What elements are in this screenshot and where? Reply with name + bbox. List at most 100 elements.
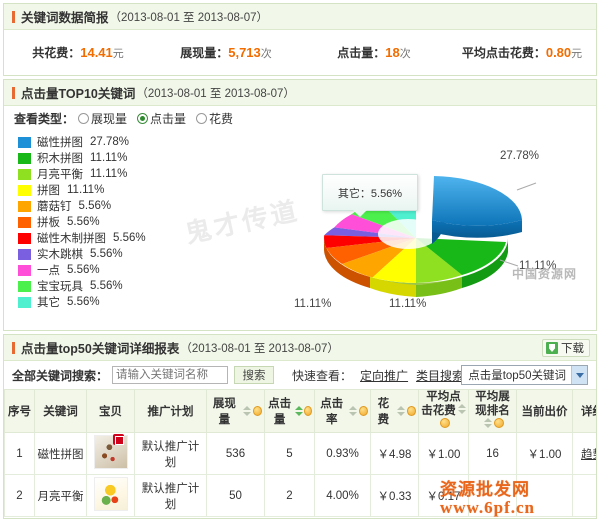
- slice-pintu[interactable]: [372, 238, 417, 283]
- cell-product[interactable]: [86, 474, 135, 517]
- legend-label: 其它: [37, 297, 60, 309]
- legend-item[interactable]: 实木跳棋 5.56%: [18, 246, 178, 262]
- legend-item[interactable]: 积木拼图 11.11%: [18, 150, 178, 166]
- radio-cost-label: 花费: [209, 111, 234, 126]
- col-label: 展现量: [212, 398, 236, 426]
- col-label: 点击率: [320, 398, 344, 426]
- legend-value: 11.11%: [90, 168, 128, 180]
- cell-clicks: 2: [264, 474, 315, 517]
- legend-item[interactable]: 蘑菇钉 5.56%: [18, 198, 178, 214]
- col-header-impressions[interactable]: 展现量: [206, 389, 265, 433]
- col-header-no: 序号: [4, 389, 35, 433]
- radio-impressions-label: 展现量: [91, 111, 128, 126]
- radio-cost-icon[interactable]: [196, 112, 208, 124]
- slice-cixing-pintu-exploded[interactable]: [432, 176, 522, 244]
- legend-item[interactable]: 宝宝玩具 5.56%: [18, 278, 178, 294]
- table-scroll-container[interactable]: 序号 关键词 宝贝 推广计划 展现量: [4, 389, 596, 518]
- legend-swatch-icon: [18, 200, 31, 212]
- col-header-ctr[interactable]: 点击率: [314, 389, 371, 433]
- keyword-search-label: 全部关键词搜索：: [12, 368, 109, 383]
- help-icon[interactable]: [304, 406, 312, 416]
- col-label: 平均点击花费: [421, 391, 461, 417]
- col-label: 平均展现排名: [475, 391, 510, 417]
- pie-chart[interactable]: 27.78% 11.11% 11.11% 11.11% 其它：5.56%: [294, 138, 556, 318]
- cell-cost: ￥0.33: [370, 474, 419, 517]
- legend-item[interactable]: 拼板 5.56%: [18, 214, 178, 230]
- download-button[interactable]: 下载: [542, 339, 590, 357]
- cell-no: 1: [4, 432, 35, 475]
- legend-item[interactable]: 磁性拼图 27.78%: [18, 134, 178, 150]
- sort-icon[interactable]: [457, 404, 466, 414]
- legend-item[interactable]: 月亮平衡 11.11%: [18, 166, 178, 182]
- legend-item[interactable]: 磁性木制拼图 5.56%: [18, 230, 178, 246]
- pie-label-0: 27.78%: [500, 150, 540, 162]
- col-header-avg-cpc[interactable]: 平均点击花费: [418, 389, 469, 433]
- legend-item[interactable]: 拼图 11.11%: [18, 182, 178, 198]
- col-header-avg-rank[interactable]: 平均展现排名: [468, 389, 517, 433]
- stat-total-cost: 共花费：14.41元: [4, 44, 152, 61]
- legend-item[interactable]: 一点 5.56%: [18, 262, 178, 278]
- help-icon[interactable]: [406, 406, 416, 416]
- help-icon[interactable]: [252, 406, 262, 416]
- cell-product[interactable]: [86, 432, 135, 475]
- radio-option-clicks[interactable]: 点击量: [137, 110, 186, 127]
- quick-link-category-search[interactable]: 类目搜索: [416, 368, 465, 383]
- cell-ctr: 0.93%: [314, 432, 371, 475]
- table-row[interactable]: 1 磁性拼图 默认推广计划 536 5 0.93% ￥4.98 ￥1.00 16: [4, 432, 596, 475]
- accent-bar-icon: [12, 86, 15, 99]
- col-header-detail: 详细: [572, 389, 596, 433]
- slice-yueliang[interactable]: [416, 238, 462, 283]
- radio-impressions-icon[interactable]: [78, 112, 90, 124]
- legend-label: 积木拼图: [37, 153, 83, 165]
- legend-label: 实木跳棋: [37, 249, 83, 261]
- help-icon[interactable]: [439, 418, 450, 428]
- keyword-search-input[interactable]: [112, 366, 229, 384]
- cell-avg-cpc: ￥1.00: [418, 432, 469, 475]
- stat-clicks: 点击量：18次: [300, 44, 448, 61]
- summary-stats-row: 共花费：14.41元 展现量：5,713次 点击量：18次 平均点击花费：0.8…: [4, 30, 596, 75]
- col-header-cost[interactable]: 花费: [370, 389, 419, 433]
- col-label: 推广计划: [147, 406, 194, 418]
- pie-tooltip: 其它：5.56%: [322, 174, 418, 217]
- quick-link-targeted-promotion[interactable]: 定向推广: [360, 368, 409, 383]
- help-icon[interactable]: [493, 418, 504, 428]
- report-type-select[interactable]: 点击量top50关键词: [461, 365, 588, 385]
- cell-detail[interactable]: [572, 474, 596, 517]
- sort-icon[interactable]: [483, 418, 492, 428]
- sort-icon[interactable]: [242, 406, 251, 416]
- chevron-down-icon[interactable]: [571, 366, 587, 384]
- pie-leader-line: [499, 259, 519, 267]
- col-label: 宝贝: [99, 406, 122, 418]
- col-header-clicks[interactable]: 点击量: [264, 389, 315, 433]
- help-icon[interactable]: [359, 406, 368, 416]
- pie-leader-line: [516, 182, 537, 191]
- stat-impressions-unit: 次: [260, 48, 272, 60]
- pie-chart-area: 磁性拼图 27.78% 积木拼图 11.11% 月亮平衡 11.11% 拼图 1…: [4, 130, 596, 330]
- table-header-row: 序号 关键词 宝贝 推广计划 展现量: [4, 389, 596, 433]
- product-thumbnail[interactable]: [93, 477, 128, 511]
- search-button-label: 搜索: [242, 370, 266, 382]
- cell-keyword: 月亮平衡: [34, 474, 87, 517]
- table-row[interactable]: 2 月亮平衡 默认推广计划 50 2 4.00% ￥0.33 ￥0.17: [4, 474, 596, 517]
- stat-total-cost-value: 14.41: [80, 45, 113, 60]
- legend-swatch-icon: [18, 184, 31, 196]
- cell-impressions: 50: [206, 474, 265, 517]
- sort-icon-active[interactable]: [295, 406, 304, 416]
- stat-clicks-label: 点击量：: [337, 46, 386, 60]
- legend-swatch-icon: [18, 152, 31, 164]
- legend-value: 5.56%: [78, 200, 112, 212]
- radio-option-cost[interactable]: 花费: [196, 110, 233, 127]
- legend-value: 5.56%: [113, 232, 146, 244]
- pie-chart-svg[interactable]: [304, 138, 554, 318]
- cell-detail[interactable]: 趋势: [572, 432, 596, 475]
- legend-item[interactable]: 其它 5.56%: [18, 294, 178, 310]
- legend-label: 蘑菇钉: [37, 201, 72, 213]
- sort-icon[interactable]: [349, 406, 358, 416]
- slice-jimu[interactable]: [416, 238, 506, 275]
- cell-cost: ￥4.98: [370, 432, 419, 475]
- radio-option-impressions[interactable]: 展现量: [78, 110, 127, 127]
- search-button[interactable]: 搜索: [234, 366, 275, 384]
- sort-icon[interactable]: [396, 406, 405, 416]
- trend-link[interactable]: 趋势: [581, 448, 596, 461]
- radio-clicks-icon[interactable]: [137, 112, 149, 124]
